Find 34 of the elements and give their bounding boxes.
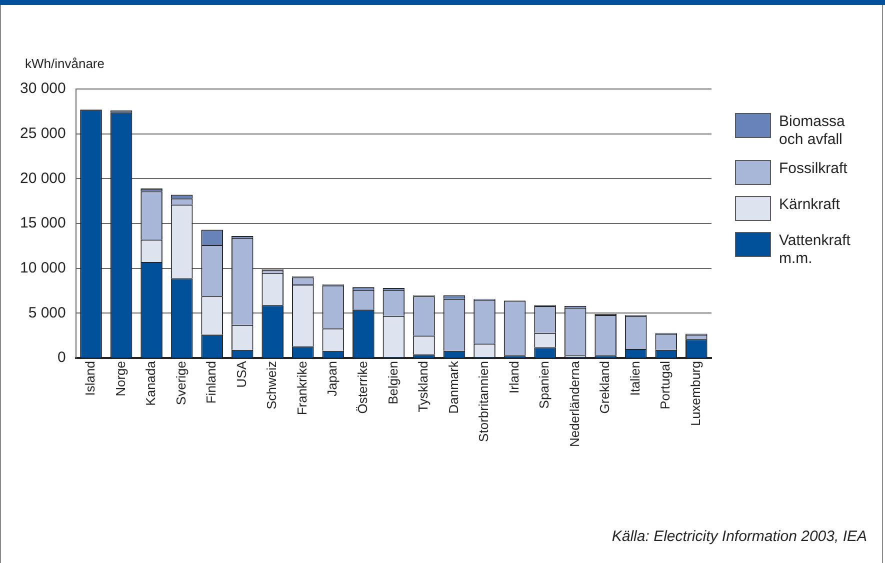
y-tick-label: 25 000: [20, 124, 66, 142]
x-tick-label: Danmark: [446, 360, 461, 414]
x-tick-label: Portugal: [658, 360, 673, 410]
x-tick-label: Luxemburg: [688, 360, 703, 426]
text: Källa: Electricity Information 2003, IEA: [612, 528, 867, 545]
x-tick-label: Österrike: [355, 360, 370, 414]
x-tick-label: Nederländerna: [566, 360, 582, 448]
x-tick-label: Norge: [112, 360, 128, 396]
x-tick-label: Island: [82, 360, 98, 396]
legend-label: Fossilkraft: [779, 160, 848, 178]
legend-label: Biomassa och avfall: [779, 113, 846, 149]
y-tick-label: 5 000: [28, 304, 66, 322]
x-tick-label: Storbritannien: [476, 360, 492, 442]
x-tick-label: Irland: [506, 360, 522, 394]
x-tick-label: USA: [234, 360, 249, 388]
x-tick-label: Grekland: [597, 360, 612, 414]
x-tick-label: Finland: [204, 360, 219, 404]
legend-label: Kärnkraft: [779, 196, 841, 214]
x-tick-label: Sverige: [173, 360, 188, 406]
x-tick-label: Belgien: [385, 360, 400, 404]
y-tick-label: 15 000: [20, 214, 66, 232]
y-tick-label: 10 000: [20, 259, 66, 276]
x-tick-label: Tyskland: [416, 360, 431, 412]
x-tick-label: Schweiz: [264, 360, 280, 410]
y-tick-label: 0: [58, 349, 66, 366]
x-tick-label: Kanada: [143, 360, 158, 406]
x-tick-label: Japan: [324, 360, 340, 396]
x-tick-label: Spanien: [536, 360, 552, 409]
x-tick-label: Frankrike: [294, 360, 310, 416]
y-tick-label: 20 000: [20, 170, 66, 187]
legend-label: Vattenkraft m.m.: [779, 232, 852, 268]
y-tick-label: 30 000: [20, 80, 66, 98]
x-tick-label: Italien: [627, 360, 642, 396]
y-axis-title: kWh/invånare: [25, 56, 104, 71]
